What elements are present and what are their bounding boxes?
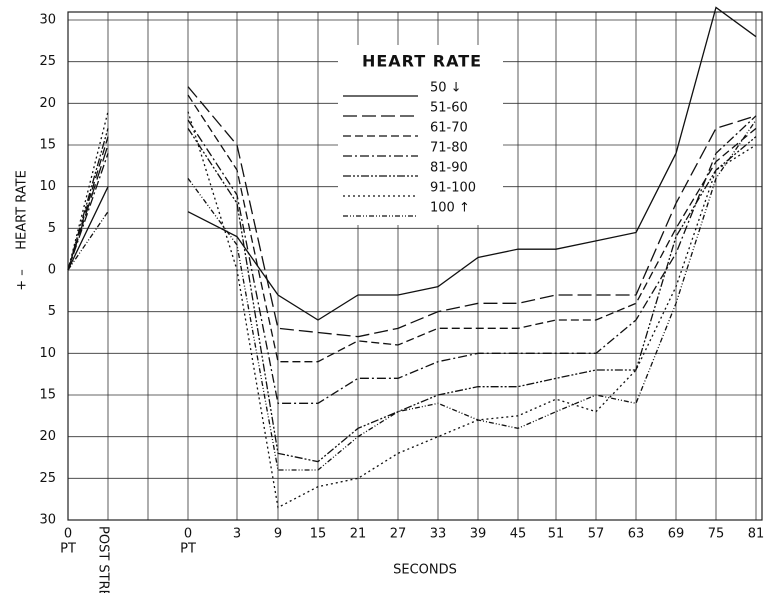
y-tick-label: 25 <box>39 471 56 486</box>
legend-box <box>338 45 503 225</box>
x-tick-label: 9 <box>274 527 282 542</box>
y-axis-label: HEART RATE <box>15 170 30 250</box>
x-tick-label: 0 <box>64 527 72 542</box>
y-tick-label: 20 <box>39 96 56 111</box>
x-tick-label: 51 <box>548 527 565 542</box>
y-tick-label: 15 <box>39 388 56 403</box>
y-tick-label: 15 <box>39 138 56 153</box>
series-line <box>67 94 757 363</box>
x-tick-sublabel: PT <box>60 542 76 557</box>
x-axis-label: SECONDS <box>393 563 457 578</box>
x-tick-label: 15 <box>310 527 327 542</box>
y-tick-label: 10 <box>39 346 56 361</box>
legend-title: HEART RATE <box>362 52 482 71</box>
legend-label: 81-90 <box>430 161 468 176</box>
x-tick-label: POST STRESS <box>96 526 111 593</box>
x-tick-label: 45 <box>510 527 527 542</box>
x-tick-label: 27 <box>390 527 407 542</box>
y-tick-label: 5 <box>48 304 56 319</box>
x-tick-label: 39 <box>470 527 487 542</box>
plot-frame <box>67 11 763 521</box>
x-tick-label: 69 <box>668 527 685 542</box>
y-tick-label: 20 <box>39 429 56 444</box>
legend-label: 100 ↑ <box>430 201 470 216</box>
legend-label: 91-100 <box>430 181 476 196</box>
x-tick-label: 63 <box>628 527 645 542</box>
x-tick-label: 3 <box>233 527 241 542</box>
legend: HEART RATE 50 ↓ 51-60 61-70 71-80 81-90 91-100… <box>338 45 503 225</box>
series-line <box>67 119 757 471</box>
x-tick-label: 75 <box>708 527 725 542</box>
x-tick-label: 57 <box>588 527 605 542</box>
legend-label: 51-60 <box>430 101 468 116</box>
legend-label: 71-80 <box>430 141 468 156</box>
x-tick-label: 33 <box>430 527 447 542</box>
y-tick-label: 30 <box>39 13 56 28</box>
y-sign-label: + – <box>15 269 30 291</box>
legend-label: 50 ↓ <box>430 81 462 96</box>
legend-label: 61-70 <box>430 121 468 136</box>
x-tick-label: 81 <box>748 527 765 542</box>
y-tick-label: 5 <box>48 221 56 236</box>
x-tick-label: 21 <box>350 527 367 542</box>
y-tick-label: 10 <box>39 179 56 194</box>
y-tick-label: 25 <box>39 54 56 69</box>
x-tick-label: 0 <box>184 527 192 542</box>
x-tick-sublabel: PT <box>180 542 196 557</box>
y-tick-label: 30 <box>39 513 56 528</box>
series-line <box>67 115 757 404</box>
series-line <box>67 127 757 463</box>
series-line <box>67 6 757 321</box>
y-tick-label: 0 <box>48 263 56 278</box>
